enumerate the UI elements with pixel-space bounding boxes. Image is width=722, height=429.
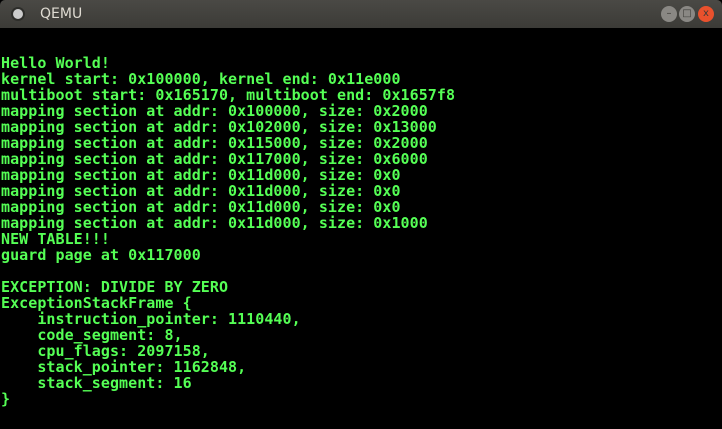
console-line: mapping section at addr: 0x100000, size:… <box>1 102 428 120</box>
console-line: mapping section at addr: 0x115000, size:… <box>1 134 428 152</box>
window-title: QEMU <box>40 6 83 22</box>
console-line: } <box>1 390 11 408</box>
console-line: mapping section at addr: 0x11d000, size:… <box>1 166 401 184</box>
console-line: ExceptionStackFrame { <box>1 294 192 312</box>
console-line: NEW TABLE!!! <box>1 230 110 248</box>
console-line: kernel start: 0x100000, kernel end: 0x11… <box>1 70 401 88</box>
console-line: mapping section at addr: 0x11d000, size:… <box>1 214 428 232</box>
close-button[interactable]: x <box>698 6 714 22</box>
console-line: Hello World! <box>1 54 110 72</box>
console-line: mapping section at addr: 0x102000, size:… <box>1 118 437 136</box>
console-line: stack_pointer: 1162848, <box>1 358 247 376</box>
console-line <box>1 263 722 279</box>
console-line: stack_segment: 16 <box>1 374 192 392</box>
console-line: guard page at 0x117000 <box>1 246 201 264</box>
console-line: mapping section at addr: 0x11d000, size:… <box>1 182 401 200</box>
console-line: mapping section at addr: 0x11d000, size:… <box>1 198 401 216</box>
vga-console[interactable]: Hello World! kernel start: 0x100000, kern… <box>0 28 722 429</box>
console-line: mapping section at addr: 0x117000, size:… <box>1 150 428 168</box>
minimize-button[interactable]: – <box>661 6 677 22</box>
maximize-button[interactable]: □ <box>679 6 695 22</box>
console-line: instruction_pointer: 1110440, <box>1 310 301 328</box>
console-line: EXCEPTION: DIVIDE BY ZERO <box>1 278 229 296</box>
app-icon <box>13 9 23 19</box>
console-line: multiboot start: 0x165170, multiboot end… <box>1 86 456 104</box>
title-bar[interactable]: QEMU – □ x <box>0 0 722 28</box>
console-line: cpu_flags: 2097158, <box>1 342 210 360</box>
console-line: code_segment: 8, <box>1 326 183 344</box>
